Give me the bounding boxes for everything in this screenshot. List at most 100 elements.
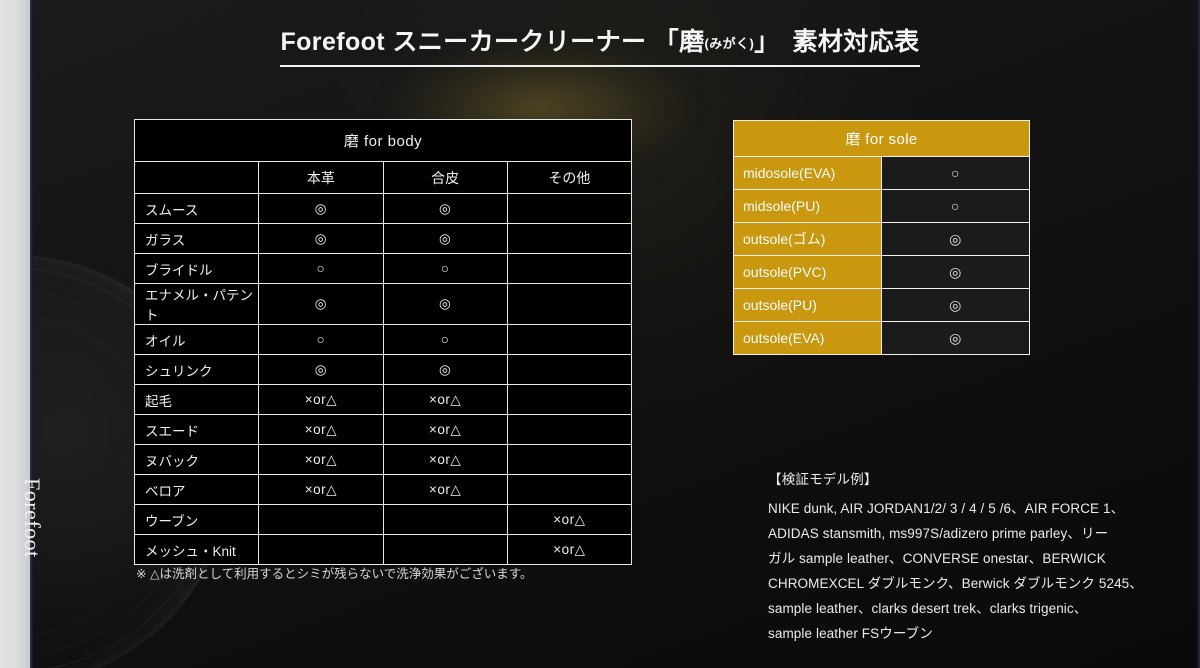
body-cell-value: ○ — [382, 324, 508, 355]
body-row-label: ベロア — [133, 474, 260, 505]
table-row: ヌバック ×or△ ×or△ — [133, 444, 633, 475]
sole-table-header: 磨 for sole — [733, 120, 1030, 157]
sole-table-header-row: 磨 for sole — [733, 120, 1030, 157]
body-cell-value: ◎ — [258, 283, 384, 325]
body-table-body: 磨 for body 本革 合皮 その他 スムース ◎ ◎ ガラス ◎ ◎ — [133, 119, 633, 565]
body-cell-value — [506, 384, 633, 415]
body-cell-value: ×or△ — [382, 444, 508, 475]
table-row: スムース ◎ ◎ — [133, 193, 633, 224]
sole-cell-value: ◎ — [881, 222, 1030, 256]
body-cell-value — [506, 444, 633, 475]
table-row: エナメル・パテント ◎ ◎ — [133, 283, 633, 325]
body-row-label: シュリンク — [133, 354, 260, 385]
body-cell-value: ◎ — [258, 193, 384, 224]
sole-row-label: outsole(EVA) — [733, 321, 882, 355]
table-row: ウーブン ×or△ — [133, 504, 633, 535]
body-cell-value — [506, 193, 633, 224]
verified-models-line: sample leather、clarks desert trek、clarks… — [768, 601, 1088, 616]
body-row-label: オイル — [133, 324, 260, 355]
body-cell-value: ×or△ — [258, 444, 384, 475]
sole-table-body: 磨 for sole midosole(EVA) ○ midsole(PU) ○… — [733, 120, 1030, 355]
page-title-tail: 」 素材対応表 — [754, 28, 920, 56]
body-cell-value: ×or△ — [258, 414, 384, 445]
sole-row-label: midsole(PU) — [733, 189, 882, 223]
body-cell-value — [506, 223, 633, 254]
verified-models-line: sample leather FSウーブン — [768, 626, 933, 641]
sole-row-label: outsole(ゴム) — [733, 222, 882, 256]
table-row: ガラス ◎ ◎ — [133, 223, 633, 254]
forefoot-watermark: Forefoot — [20, 478, 45, 558]
body-row-label: エナメル・パテント — [133, 283, 260, 325]
verified-models-line: CHROMEXCEL ダブルモンク、Berwick ダブルモンク 5245、 — [768, 576, 1143, 591]
body-cell-value: ◎ — [382, 354, 508, 385]
body-cell-value: ×or△ — [258, 384, 384, 415]
verified-models-list: NIKE dunk, AIR JORDAN1/2/ 3 / 4 / 5 /6、A… — [768, 496, 1168, 646]
body-cell-value: ◎ — [258, 354, 384, 385]
body-cell-value: ×or△ — [382, 414, 508, 445]
body-table-note: ※ △は洗剤として利用するとシミが残らないで洗浄効果がございます。 — [136, 567, 533, 581]
table-row: midosole(EVA) ○ — [733, 156, 1030, 190]
body-cell-value: ×or△ — [506, 534, 633, 565]
body-table-column-header-row: 本革 合皮 その他 — [133, 161, 633, 194]
body-cell-value — [506, 253, 633, 284]
body-cell-value — [506, 354, 633, 385]
sole-cell-value: ○ — [881, 156, 1030, 190]
right-edge-border — [1197, 0, 1200, 668]
body-cell-value: ◎ — [382, 223, 508, 254]
verified-models-title: 【検証モデル例】 — [768, 472, 878, 487]
body-cell-value: ×or△ — [258, 474, 384, 505]
table-row: シュリンク ◎ ◎ — [133, 354, 633, 385]
body-row-label: ブライドル — [133, 253, 260, 284]
body-cell-value: ○ — [258, 253, 384, 284]
body-cell-value — [506, 474, 633, 505]
table-row: ブライドル ○ ○ — [133, 253, 633, 284]
body-col-header-1: 本革 — [258, 161, 384, 194]
body-compatibility-table: 磨 for body 本革 合皮 その他 スムース ◎ ◎ ガラス ◎ ◎ — [133, 119, 633, 565]
verified-models-line: NIKE dunk, AIR JORDAN1/2/ 3 / 4 / 5 /6、A… — [768, 501, 1125, 516]
table-row: メッシュ・Knit ×or△ — [133, 534, 633, 565]
body-row-label: ヌバック — [133, 444, 260, 475]
body-cell-value — [506, 324, 633, 355]
body-cell-value — [258, 504, 384, 535]
body-cell-value: ×or△ — [506, 504, 633, 535]
table-row: 起毛 ×or△ ×or△ — [133, 384, 633, 415]
body-cell-value — [506, 283, 633, 325]
body-row-label: 起毛 — [133, 384, 260, 415]
body-cell-value — [382, 534, 508, 565]
table-row: midsole(PU) ○ — [733, 189, 1030, 223]
table-row: outsole(PVC) ◎ — [733, 255, 1030, 289]
sole-compatibility-table: 磨 for sole midosole(EVA) ○ midsole(PU) ○… — [733, 120, 1030, 355]
body-table-header-row: 磨 for body — [134, 119, 632, 162]
body-row-label: ガラス — [133, 223, 260, 254]
body-col-header-3: その他 — [506, 161, 633, 194]
table-row: ベロア ×or△ ×or△ — [133, 474, 633, 505]
body-cell-value: ◎ — [258, 223, 384, 254]
sole-row-label: outsole(PU) — [733, 288, 882, 322]
page-title-main: Forefoot スニーカークリーナー 「磨 — [280, 28, 705, 56]
body-row-label: スムース — [133, 193, 260, 224]
verified-models-block: 【検証モデル例】 NIKE dunk, AIR JORDAN1/2/ 3 / 4… — [768, 468, 1168, 646]
body-cell-value: ×or△ — [382, 384, 508, 415]
table-row: オイル ○ ○ — [133, 324, 633, 355]
body-cell-value — [506, 414, 633, 445]
body-cell-value: ◎ — [382, 283, 508, 325]
sole-row-label: midosole(EVA) — [733, 156, 882, 190]
body-col-header-0 — [133, 161, 260, 194]
page-title-ruby: (みがく) — [704, 36, 755, 51]
sole-cell-value: ◎ — [881, 255, 1030, 289]
body-cell-value — [382, 504, 508, 535]
body-cell-value: ○ — [382, 253, 508, 284]
table-row: outsole(ゴム) ◎ — [733, 222, 1030, 256]
sole-cell-value: ◎ — [881, 288, 1030, 322]
sole-cell-value: ◎ — [881, 321, 1030, 355]
table-row: outsole(PU) ◎ — [733, 288, 1030, 322]
left-rail — [0, 0, 30, 668]
body-row-label: メッシュ・Knit — [133, 534, 260, 565]
left-rail-edge — [30, 0, 33, 668]
page-title: Forefoot スニーカークリーナー 「磨(みがく)」 素材対応表 — [0, 22, 1200, 67]
verified-models-line: ガル sample leather、CONVERSE onestar、BERWI… — [768, 551, 1106, 566]
body-cell-value: ◎ — [382, 193, 508, 224]
table-row: outsole(EVA) ◎ — [733, 321, 1030, 355]
body-table-header: 磨 for body — [134, 119, 632, 162]
sole-row-label: outsole(PVC) — [733, 255, 882, 289]
